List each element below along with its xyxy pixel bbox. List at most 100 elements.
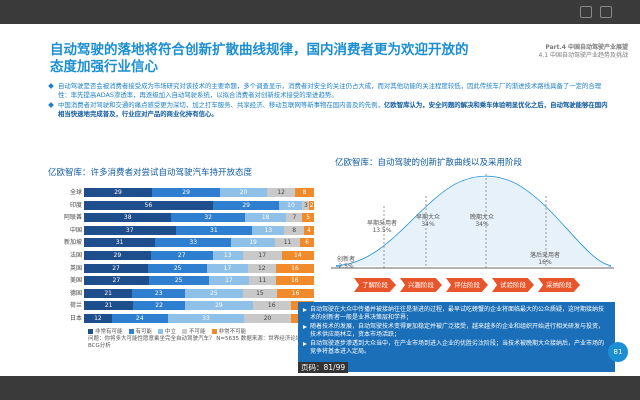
bar-segment: 25 (148, 263, 208, 273)
page-indicator: 页码：81/99 (298, 362, 349, 373)
bar-row: 法国 29 27 13 17 14 (48, 251, 318, 261)
slide-title: 自动驾驶的落地将符合创新扩散曲线规律，国内消费者更为欢迎开放的态度加强行业信心 (50, 42, 469, 75)
bar-segment: 17 (242, 251, 282, 260)
bar-row: 美国 27 25 17 11 16 (48, 276, 318, 286)
stage-arrow: 了解阶段 (354, 278, 396, 292)
legend-item: 不可能 (182, 327, 206, 335)
bar-segment: 8 (295, 188, 314, 197)
bar-segment: 29 (84, 188, 153, 197)
bar-segment: 13 (252, 225, 285, 235)
bar-segment: 21 (84, 288, 133, 298)
stage-innovators: 创新者 2.5% (336, 256, 355, 270)
page-number-badge: 81 (608, 342, 628, 362)
bar-segment: 29 (212, 200, 280, 210)
bar-segment: 12 (84, 314, 112, 323)
bar-segment: 2 (309, 200, 314, 210)
grid-icon[interactable] (580, 6, 592, 18)
explanation-item: 自动驾驶在大众中传播并被接纳往往是渐进的过程，最早试吃螃蟹的企业将面临最大的公众… (303, 306, 609, 322)
chart-legend: 非常有可能 有可能 中立 不可能 非常不可能 (88, 327, 246, 335)
explanation-item: 自动驾驶逐步渗透到大众当中，在产业市场到进入企业的优胜劣汰阶段；当技术被晚期大众… (303, 340, 609, 356)
legend-item: 非常不可能 (211, 327, 246, 335)
bar-segment: 6 (300, 238, 314, 248)
slide: 自动驾驶的落地将符合创新扩散曲线规律，国内消费者更为欢迎开放的态度加强行业信心 … (0, 24, 640, 376)
bar-row: 中国 37 31 13 8 4 (48, 225, 318, 236)
legend-item: 非常有可能 (88, 327, 123, 335)
diffusion-curve (331, 174, 614, 269)
bar-segment: 27 (84, 276, 149, 286)
bar-row: 印度 56 29 10 3 2 (48, 200, 318, 211)
section-label: Part.4 中国自动驾驶产业展望 4.1 中国自动驾驶产业趋势及挑战 (478, 44, 628, 60)
bar-segment: 29 (152, 188, 221, 197)
bar-row: 英国 27 25 17 12 16 (48, 263, 318, 274)
bar-segment: 8 (284, 225, 305, 235)
bar-segment: 11 (274, 238, 301, 248)
category-label: 英国 (69, 264, 82, 272)
stage-early-majority: 早期大众 34% (415, 214, 440, 228)
category-label: 法国 (69, 252, 82, 259)
category-label: 全球 (69, 189, 82, 196)
category-label: 中国 (69, 226, 82, 234)
legend-item: 有可能 (128, 327, 152, 335)
bar-segment: 17 (208, 276, 250, 286)
bar-segment: 3 (302, 200, 310, 210)
bar-segment: 13 (212, 251, 243, 260)
bar-segment: 16 (275, 276, 314, 286)
legend-item: 中立 (158, 327, 176, 335)
bar-segment: 20 (244, 314, 291, 323)
bar-segment: 12 (267, 188, 296, 197)
bar-segment: 33 (155, 238, 232, 248)
bar-segment: 21 (84, 301, 134, 311)
bar-segment: 11 (249, 276, 276, 286)
stage-arrow: 试验阶段 (492, 278, 534, 292)
bar-segment: 7 (286, 213, 303, 223)
bar-segment: 25 (148, 276, 209, 286)
bar-row: 荷兰2122291610 (48, 301, 318, 311)
bar-segment: 29 (184, 301, 253, 311)
bar-segment: 25 (185, 288, 243, 298)
category-label: 美国 (69, 277, 82, 285)
bar-segment: 4 (304, 225, 314, 235)
bar-segment: 31 (175, 225, 253, 235)
category-label: 印度 (69, 201, 82, 209)
bar-segment: 33 (167, 314, 245, 323)
stage-early-adopters: 早期采用者 13.5% (366, 220, 397, 234)
stage-laggards: 落后采用者 16% (529, 252, 560, 266)
category-label: 新加坡 (63, 239, 82, 247)
bar-segment: 18 (244, 213, 287, 223)
bar-segment: 16 (276, 263, 314, 273)
bar-segment: 16 (277, 288, 314, 298)
bar-segment: 27 (150, 251, 213, 260)
part-line1: Part.4 中国自动驾驶产业展望 (545, 44, 628, 51)
stage-arrow: 采纳阶段 (538, 278, 580, 292)
viewer-toolbar (0, 0, 640, 24)
stage-arrow: 评估阶段 (446, 278, 488, 292)
bar-segment: 20 (220, 188, 268, 197)
bar-segment: 24 (111, 314, 168, 323)
bar-segment: 15 (242, 288, 278, 298)
bar-segment: 37 (84, 225, 176, 235)
bar-segment: 29 (84, 251, 151, 260)
bar-segment: 27 (84, 263, 149, 273)
bar-row: 阿联酋 38 32 18 7 5 (48, 213, 318, 223)
category-label: 德国 (69, 289, 82, 297)
bar-row: 德国 21 23 25 15 16 (48, 288, 318, 299)
category-label: 日本 (69, 315, 82, 322)
bullet-list: 自动驾驶是否会被消费者接受成为市场研究对该技术的主要命题，多个调查显示，消费者对… (48, 82, 613, 120)
bar-segment: 14 (281, 251, 314, 260)
bar-segment: 56 (84, 200, 213, 210)
bar-row: 新加坡 31 33 19 11 6 (48, 238, 318, 248)
bar-segment: 17 (207, 263, 248, 273)
bar-segment: 19 (231, 238, 275, 248)
chart-note: 问题：你将多大可能性愿意乘坐完全自动驾驶汽车？ N=5635 数据来源：世界经济… (88, 336, 307, 349)
category-label: 荷兰 (69, 302, 82, 310)
fullscreen-icon[interactable] (600, 6, 612, 18)
bullet-item: 自动驾驶是否会被消费者接受成为市场研究对该技术的主要命题，多个调查显示，消费者对… (48, 82, 613, 100)
bullet-item: 中国消费者对驾驶和交通的痛点感受更为深切，加之打车服务、共享经济、移动互联网等新… (48, 101, 613, 119)
category-label: 阿联酋 (63, 214, 82, 222)
right-chart-title: 亿欧智库：自动驾驶的创新扩散曲线以及采用阶段 (335, 158, 523, 168)
bar-segment: 38 (84, 213, 172, 223)
part-line2: 4.1 中国自动驾驶产业趋势及挑战 (538, 52, 628, 59)
bar-segment: 5 (302, 213, 314, 223)
bar-segment: 12 (247, 263, 277, 273)
bar-segment: 10 (279, 200, 303, 210)
